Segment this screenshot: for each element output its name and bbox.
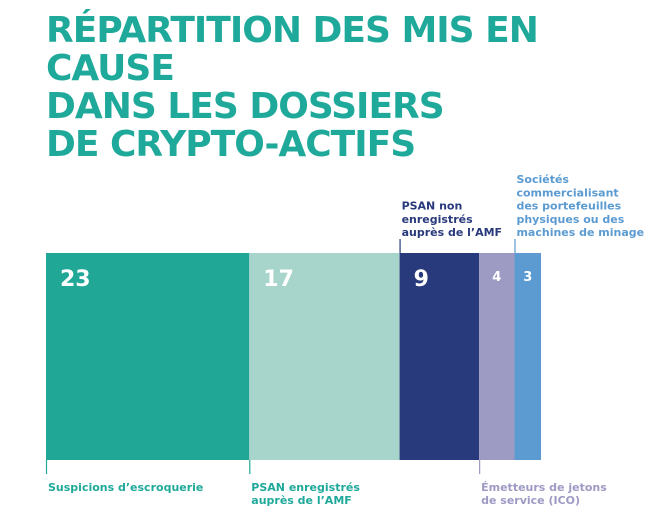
- category-label-5-line-2: commercialisant: [516, 186, 618, 199]
- segment-value-label-4: 4: [492, 270, 501, 285]
- bar-segment-5: [514, 253, 541, 460]
- category-label-3-line-2: enregistrés: [402, 213, 474, 226]
- segment-value-label-2: 17: [263, 267, 294, 292]
- category-label-4-line-1: Émetteurs de jetons: [481, 481, 607, 494]
- bar-segment-1: [46, 253, 250, 460]
- category-label-5-line-5: machines de minage: [516, 226, 644, 239]
- category-label-2-line-2: auprès de l’AMF: [251, 494, 351, 507]
- category-label-5-line-4: physiques ou des: [516, 213, 624, 226]
- category-label-3-line-3: auprès de l’AMF: [402, 226, 502, 239]
- title-line-3: DE CRYPTO-ACTIFS: [46, 124, 416, 165]
- category-label-1-line-1: Suspicions d’escroquerie: [48, 481, 203, 494]
- bar-segment-3: [399, 253, 480, 460]
- category-label-4-line-2: de service (ICO): [481, 494, 580, 507]
- title-line-1: RÉPARTITION DES MIS EN CAUSE: [46, 10, 539, 89]
- bar-segment-4: [479, 253, 515, 460]
- segment-value-label-3: 9: [414, 267, 429, 292]
- category-label-5-line-1: Sociétés: [516, 173, 569, 186]
- segment-value-label-5: 3: [523, 270, 532, 285]
- category-label-3-line-1: PSAN non: [402, 200, 463, 213]
- category-label-2-line-1: PSAN enregistrés: [251, 481, 360, 494]
- segment-value-label-1: 23: [60, 267, 91, 292]
- chart-title: RÉPARTITION DES MIS EN CAUSE DANS LES DO…: [46, 12, 670, 164]
- bar-segment-2: [249, 253, 400, 460]
- title-line-2: DANS LES DOSSIERS: [46, 86, 445, 127]
- category-label-5-line-3: des portefeuilles: [516, 200, 621, 213]
